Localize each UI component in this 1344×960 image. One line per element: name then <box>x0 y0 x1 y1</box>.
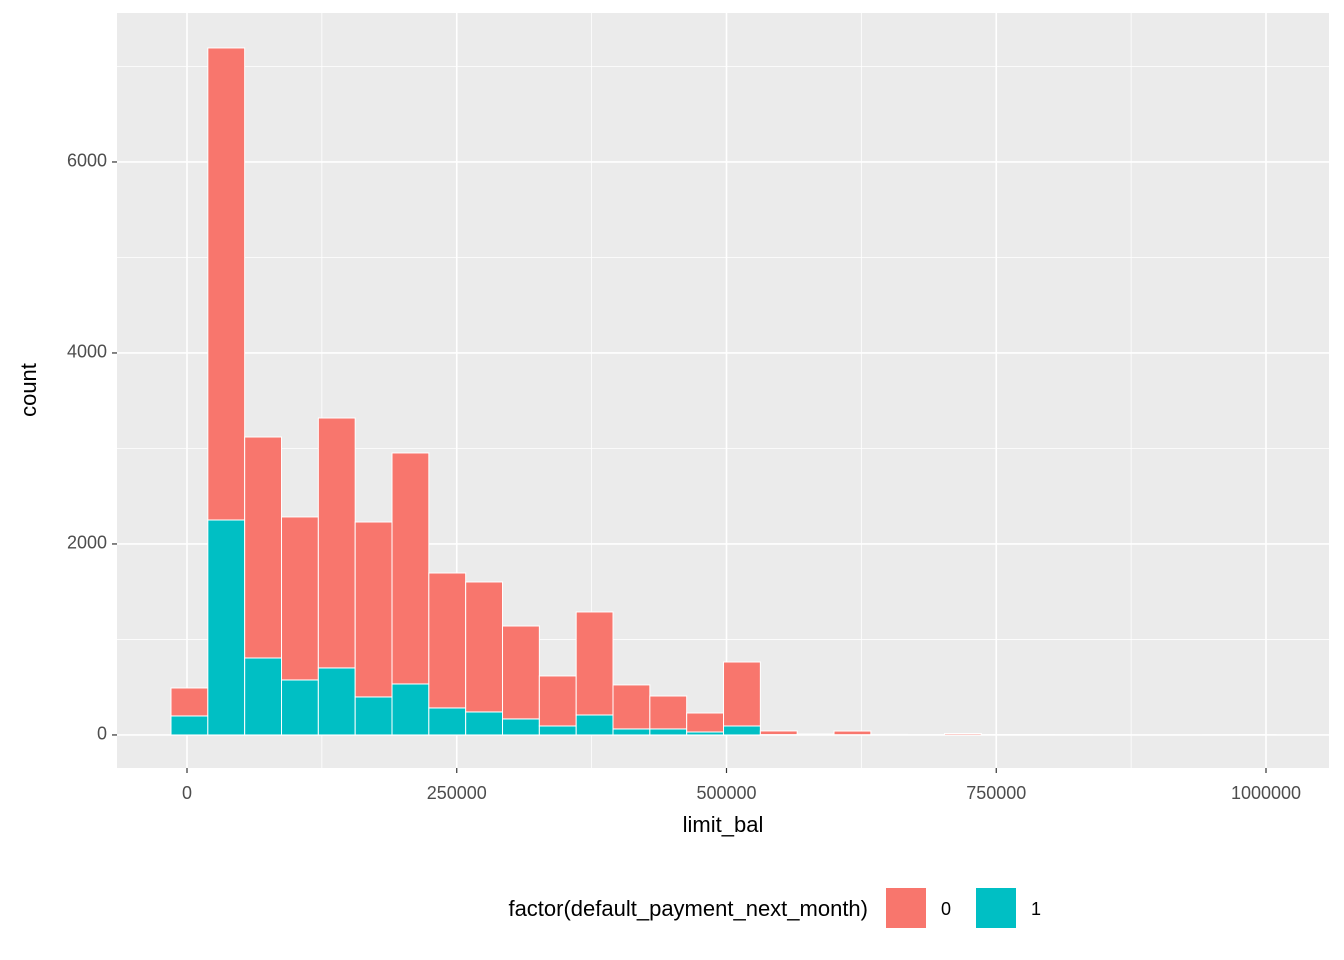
y-axis-title: count <box>16 363 41 417</box>
bar <box>170 715 209 736</box>
bar <box>428 707 467 736</box>
bar <box>575 611 614 716</box>
bar <box>612 728 651 736</box>
bar <box>317 417 356 669</box>
legend-key <box>886 888 926 928</box>
bar <box>502 625 540 720</box>
bar <box>207 47 246 521</box>
bar <box>244 436 283 659</box>
bar <box>686 712 725 733</box>
bars <box>170 47 1277 736</box>
bar <box>207 519 246 736</box>
x-tick-label: 1000000 <box>1231 783 1301 803</box>
bar <box>796 733 835 736</box>
y-tick-label: 0 <box>97 724 107 744</box>
bar <box>428 572 467 709</box>
bar <box>281 516 319 681</box>
bar <box>354 696 393 736</box>
bar <box>170 687 209 717</box>
legend-title: factor(default_payment_next_month) <box>508 896 868 921</box>
y-tick-label: 6000 <box>67 151 107 171</box>
bar <box>649 728 688 736</box>
bar <box>244 657 283 736</box>
x-tick-label: 0 <box>182 783 192 803</box>
bar <box>759 730 798 736</box>
legend-key <box>976 888 1016 928</box>
x-tick-label: 750000 <box>966 783 1026 803</box>
bar <box>723 661 761 727</box>
bar <box>465 581 504 713</box>
x-tick-label: 500000 <box>696 783 756 803</box>
bar <box>354 521 393 698</box>
bar <box>465 711 504 736</box>
bar <box>649 695 688 730</box>
y-tick-label: 4000 <box>67 342 107 362</box>
bar <box>502 718 540 736</box>
bar <box>944 733 982 736</box>
legend-label: 1 <box>1031 899 1041 919</box>
x-tick-label: 250000 <box>427 783 487 803</box>
bar <box>317 667 356 736</box>
bar <box>391 452 430 685</box>
x-axis-title: limit_bal <box>683 812 764 837</box>
bar <box>723 725 761 736</box>
bar <box>281 679 319 736</box>
bar <box>538 725 577 736</box>
bar <box>612 684 651 730</box>
bar <box>575 714 614 736</box>
bar <box>538 675 577 727</box>
y-tick-label: 2000 <box>67 533 107 553</box>
bar <box>391 683 430 736</box>
bar <box>833 730 872 736</box>
legend-label: 0 <box>941 899 951 919</box>
